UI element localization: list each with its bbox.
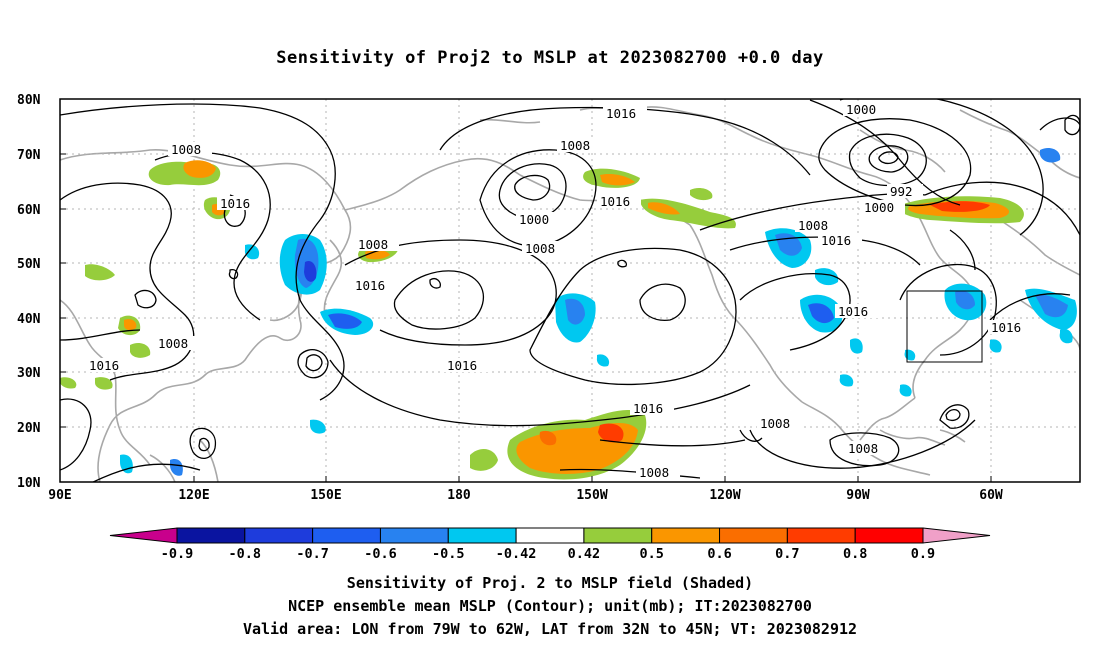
colorbar-cell bbox=[922, 527, 991, 544]
contour-label: 1016 bbox=[991, 320, 1021, 335]
colorbar-cell bbox=[583, 527, 653, 544]
contour-label: 1008 bbox=[158, 336, 188, 351]
lon-label: 120W bbox=[709, 488, 740, 503]
colorbar-label: 0.9 bbox=[911, 546, 935, 562]
lon-label: 90W bbox=[846, 488, 870, 503]
plot-frame bbox=[59, 98, 1081, 483]
caption-line-1: Sensitivity of Proj. 2 to MSLP field (Sh… bbox=[346, 574, 754, 592]
colorbar-cell bbox=[854, 527, 924, 544]
contour-label: 1008 bbox=[760, 416, 790, 431]
colorbar-cell bbox=[786, 527, 856, 544]
contour-label: 1008 bbox=[639, 465, 669, 480]
colorbar-label: -0.42 bbox=[496, 546, 537, 562]
contour-label: 1008 bbox=[798, 218, 828, 233]
contour-label: 1000 bbox=[846, 102, 876, 117]
contour-label: 1016 bbox=[821, 233, 851, 248]
valid-area-box bbox=[906, 290, 983, 363]
contour-label: 1016 bbox=[447, 358, 477, 373]
contour-label: 1008 bbox=[560, 138, 590, 153]
colorbar-label: 0.8 bbox=[843, 546, 867, 562]
colorbar-cell bbox=[312, 527, 381, 544]
lon-label: 150W bbox=[576, 488, 607, 503]
colorbar-label: 0.5 bbox=[640, 546, 664, 562]
colorbar-cell bbox=[719, 527, 788, 544]
contour-label: 1016 bbox=[220, 196, 250, 211]
lat-label: 20N bbox=[17, 421, 41, 436]
colorbar-label: -0.5 bbox=[432, 546, 465, 562]
contour-label: 1016 bbox=[633, 401, 663, 416]
colorbar-cell bbox=[109, 527, 178, 544]
colorbar-cell bbox=[244, 527, 314, 544]
axis-ticks bbox=[59, 98, 992, 483]
colorbar-label: 0.42 bbox=[568, 546, 601, 562]
contour-label: 1008 bbox=[171, 142, 201, 157]
contour-label: 1000 bbox=[864, 200, 894, 215]
contour-label: 1008 bbox=[358, 237, 388, 252]
lat-label: 70N bbox=[17, 148, 41, 163]
colorbar-label: -0.7 bbox=[296, 546, 329, 562]
colorbar: -0.9 -0.8 -0.7 -0.6 -0.5 -0.42 0.42 0.5 0.6 0.7 0.… bbox=[109, 527, 991, 562]
contour-label: 1008 bbox=[848, 441, 878, 456]
colorbar-label: 0.6 bbox=[707, 546, 731, 562]
colorbar-cell bbox=[515, 527, 585, 544]
lon-label: 120E bbox=[178, 488, 209, 503]
longitude-labels: 90E 120E 150E 180 150W 120W 90W 60W bbox=[48, 488, 1003, 503]
lat-label: 60N bbox=[17, 203, 41, 218]
lat-label: 80N bbox=[17, 93, 41, 108]
lon-label: 150E bbox=[310, 488, 341, 503]
lon-label: 90E bbox=[48, 488, 71, 503]
colorbar-cell bbox=[651, 527, 721, 544]
colorbar-label: -0.8 bbox=[229, 546, 262, 562]
colorbar-label: -0.9 bbox=[161, 546, 194, 562]
contour-label: 1000 bbox=[519, 212, 549, 227]
contour-label: 992 bbox=[890, 184, 913, 199]
colorbar-cell bbox=[447, 527, 517, 544]
contour-label: 1008 bbox=[525, 241, 555, 256]
mslp-contours bbox=[60, 99, 1080, 482]
contour-label: 1016 bbox=[355, 278, 385, 293]
lat-label: 10N bbox=[17, 476, 41, 491]
colorbar-cell bbox=[379, 527, 449, 544]
contour-label: 1016 bbox=[838, 304, 868, 319]
caption-line-2: NCEP ensemble mean MSLP (Contour); unit(… bbox=[288, 597, 812, 615]
lat-label: 50N bbox=[17, 257, 41, 272]
caption-line-3: Valid area: LON from 79W to 62W, LAT fro… bbox=[242, 620, 858, 638]
lon-label: 180 bbox=[447, 488, 471, 503]
lat-label: 40N bbox=[17, 312, 41, 327]
contour-labels: 1016 1000 1008 1008 1016 992 1000 1016 1… bbox=[86, 102, 1032, 480]
contour-label: 1016 bbox=[606, 106, 636, 121]
lon-label: 60W bbox=[979, 488, 1003, 503]
colorbar-label: 0.7 bbox=[775, 546, 799, 562]
map-title: Sensitivity of Proj2 to MSLP at 20230827… bbox=[276, 48, 824, 68]
contour-label: 1016 bbox=[600, 194, 630, 209]
colorbar-label: -0.6 bbox=[364, 546, 397, 562]
contour-label: 1016 bbox=[89, 358, 119, 373]
lat-label: 30N bbox=[17, 366, 41, 381]
colorbar-cell bbox=[176, 527, 246, 544]
latitude-labels: 80N 70N 60N 50N 40N 30N 20N 10N bbox=[17, 93, 41, 491]
